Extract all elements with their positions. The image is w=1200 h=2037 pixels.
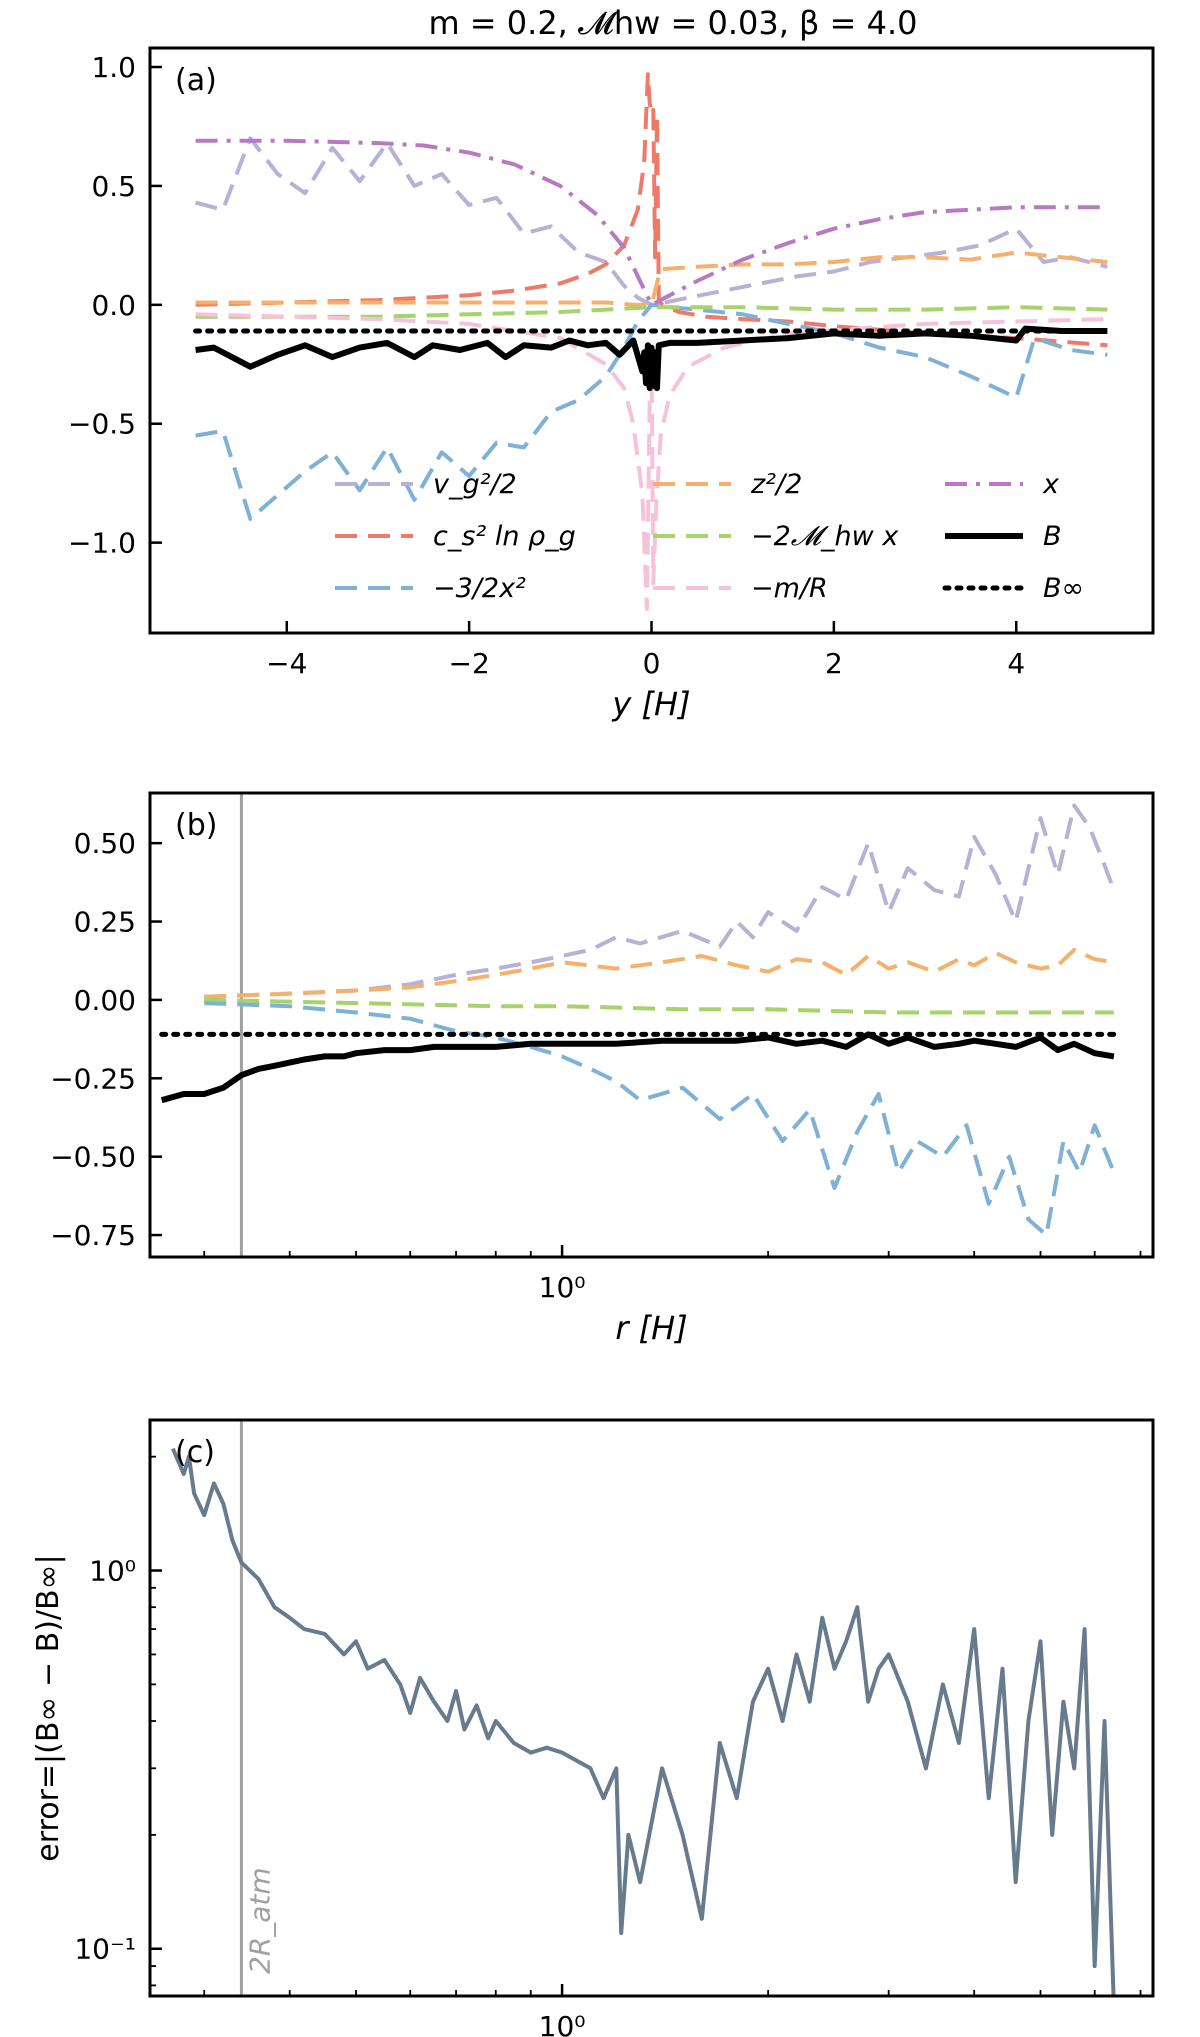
plot-frame bbox=[148, 1418, 1155, 1998]
series-B bbox=[160, 1031, 1115, 1104]
y-tick-label: 0.5 bbox=[91, 170, 136, 203]
legend: v_g²/2 z²/2 x c_s² ln ρ_g −2𝓜_hw x B −3/2x² −m/… bbox=[335, 469, 1084, 604]
y-tick-label: 0.0 bbox=[91, 289, 136, 322]
panel-b: 10⁰ 0.50 0.25 0.00 −0.25 −0.50 −0.75 (b) r [H] bbox=[50, 791, 1155, 1347]
legend-label-mR: −m/R bbox=[751, 573, 828, 604]
series-x bbox=[195, 138, 1108, 307]
y-tick-label: 1.0 bbox=[91, 51, 136, 84]
series-B bbox=[195, 325, 1108, 392]
legend-label-vg: v_g²/2 bbox=[433, 469, 517, 500]
y-tick-label: 10⁻¹ bbox=[74, 1933, 136, 1966]
plot-frame bbox=[148, 791, 1155, 1259]
legend-label-z2: z²/2 bbox=[750, 469, 802, 500]
series-mhw bbox=[195, 305, 1108, 319]
x-tick-label: 0 bbox=[643, 647, 661, 680]
vline-label: 2R_atm bbox=[243, 1867, 276, 1974]
y-tick-label: −1.0 bbox=[68, 527, 136, 560]
panel-a: −4 −2 0 2 4 1.0 0.5 0.0 −0.5 −1.0 (a) y [H] v_g²/2 z²… bbox=[68, 46, 1155, 723]
legend-label-mhw: −2𝓜_hw x bbox=[751, 521, 899, 552]
series-error bbox=[171, 1447, 1116, 1996]
series-z2 bbox=[195, 250, 1108, 307]
y-tick-label: 0.50 bbox=[74, 827, 136, 860]
x-tick-label: −2 bbox=[448, 647, 489, 680]
y-tick-label: 10⁰ bbox=[89, 1555, 136, 1588]
x-axis-label: y [H] bbox=[611, 685, 690, 723]
x-tick-label: 4 bbox=[1007, 647, 1025, 680]
y-tick-label: 0.00 bbox=[74, 984, 136, 1017]
y-tick-label: −0.25 bbox=[50, 1062, 136, 1095]
series-vg bbox=[195, 136, 1108, 307]
y-tick-label: −0.75 bbox=[50, 1219, 136, 1252]
x-tick-label: 10⁰ bbox=[539, 2010, 586, 2037]
x-axis-label: r [H] bbox=[615, 1309, 687, 1347]
y-tick-label: −0.50 bbox=[50, 1141, 136, 1174]
figure-title: m = 0.2, 𝓜hw = 0.03, β = 4.0 bbox=[428, 4, 917, 42]
panel-label: (b) bbox=[175, 808, 217, 843]
legend-label-B: B bbox=[1043, 521, 1062, 552]
panel-label: (a) bbox=[175, 63, 217, 98]
legend-label-x2: −3/2x² bbox=[433, 573, 526, 604]
legend-label-x: x bbox=[1042, 469, 1060, 500]
x-tick-label: 10⁰ bbox=[539, 1271, 586, 1304]
y-tick-label: 0.25 bbox=[74, 906, 136, 939]
panel-label: (c) bbox=[175, 1435, 215, 1470]
series-z2 bbox=[204, 947, 1115, 999]
series-x2 bbox=[204, 1001, 1116, 1238]
x-tick-label: −4 bbox=[266, 647, 307, 680]
series-mhw bbox=[204, 997, 1114, 1015]
legend-label-Binf: B∞ bbox=[1043, 573, 1084, 604]
y-axis-label: error=|(B∞ − B)/B∞| bbox=[31, 1554, 66, 1861]
legend-label-cs: c_s² ln ρ_g bbox=[433, 521, 576, 552]
series-vg bbox=[204, 803, 1116, 999]
y-tick-label: −0.5 bbox=[68, 408, 136, 441]
x-tick-label: 2 bbox=[825, 647, 843, 680]
